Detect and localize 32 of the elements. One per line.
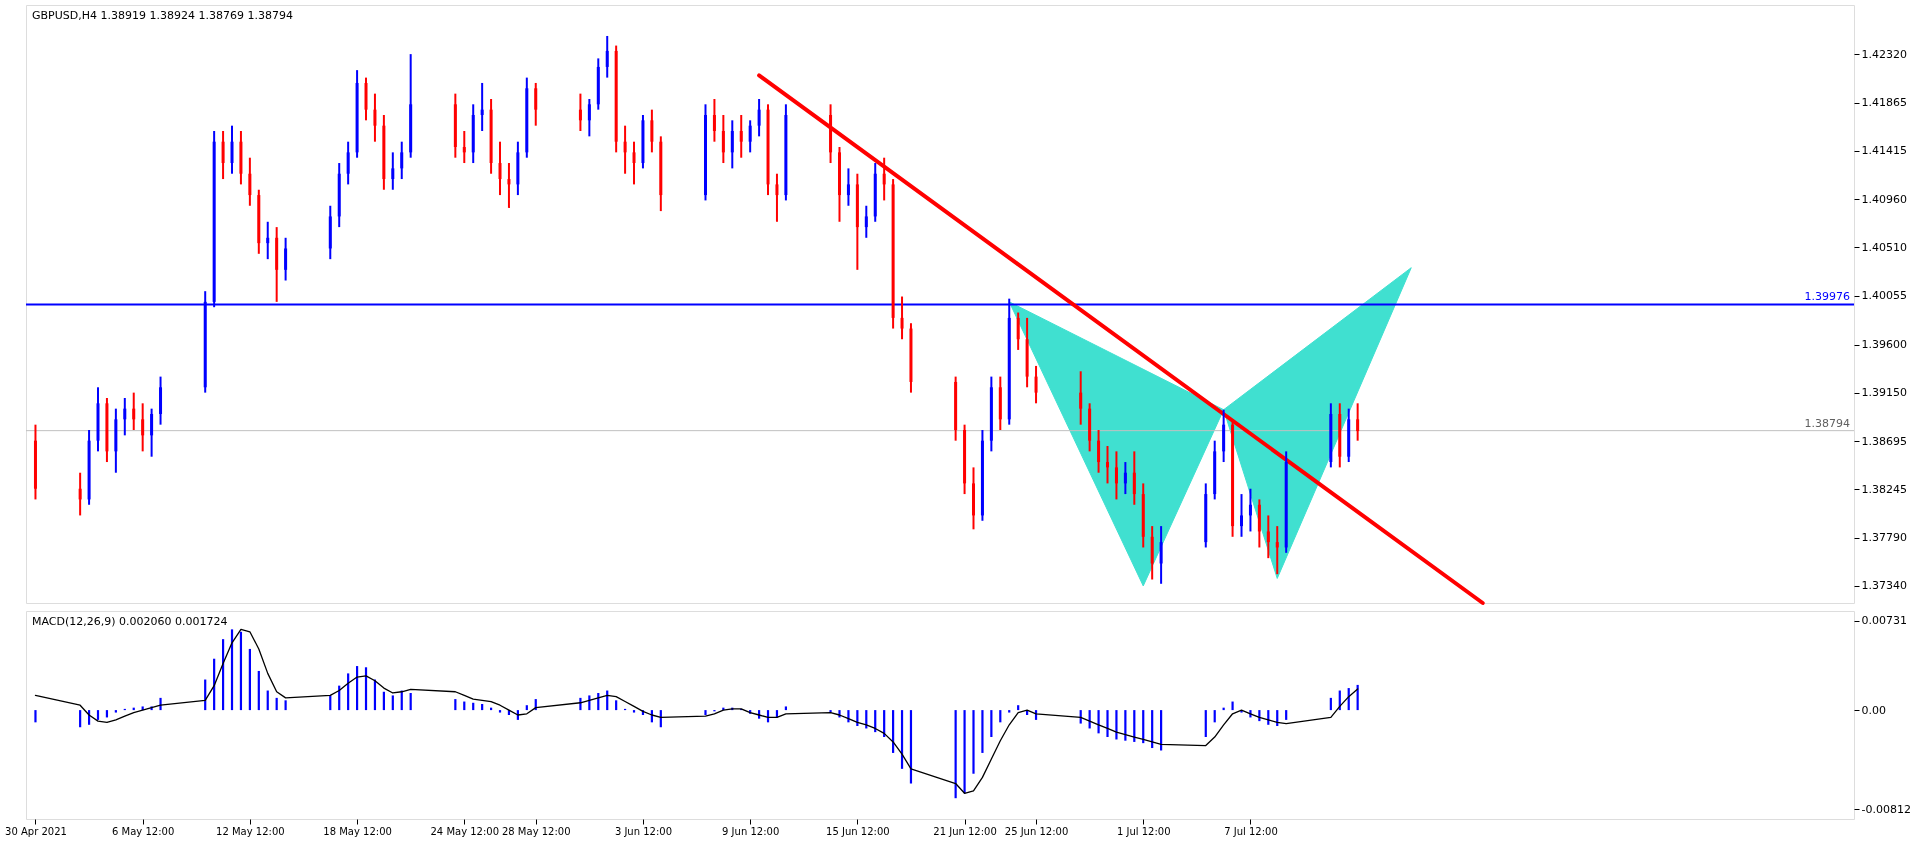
- x-tick-label: 9 Jun 12:00: [722, 825, 780, 837]
- x-tick-label: 6 May 12:00: [112, 825, 175, 837]
- x-tick-label: 18 May 12:00: [323, 825, 392, 837]
- y-tick-label: 1.37340: [1861, 579, 1907, 593]
- x-tick-label: 7 Jul 12:00: [1224, 825, 1278, 837]
- y-tick-label: 0.00: [1861, 703, 1886, 717]
- y-tick-label: 1.38695: [1861, 434, 1907, 448]
- y-tick-label: 1.42320: [1861, 47, 1907, 61]
- x-tick-label: 21 Jun 12:00: [933, 825, 997, 837]
- x-tick-label: 24 May 12:00: [430, 825, 500, 837]
- y-tick-label: 1.38245: [1861, 482, 1907, 496]
- x-tick-label: 1 Jul 12:00: [1116, 825, 1171, 837]
- y-tick-label: 0.00731: [1861, 614, 1907, 628]
- y-tick-label: 1.39150: [1861, 386, 1907, 400]
- chart-title: MACD(12,26,9) 0.002060 0.001724: [32, 615, 228, 628]
- y-tick-label: 1.39600: [1861, 338, 1907, 352]
- y-tick-label: 1.40510: [1861, 240, 1907, 254]
- x-tick-label: 12 May 12:00: [216, 825, 285, 837]
- x-tick-label: 3 Jun 12:00: [614, 825, 673, 837]
- ref-line-label: 1.39976: [1804, 290, 1850, 304]
- y-tick-label: 1.40055: [1861, 289, 1907, 303]
- x-tick-label: 25 Jun 12:00: [1004, 825, 1069, 837]
- y-tick-label: -0.00812: [1861, 802, 1911, 816]
- y-tick-label: 1.41415: [1861, 144, 1907, 158]
- chart-title: GBPUSD,H4 1.38919 1.38924 1.38769 1.38794: [32, 9, 293, 22]
- ref-line-label: 1.38794: [1804, 416, 1850, 430]
- y-tick-label: 1.37790: [1861, 531, 1907, 545]
- x-tick-label: 30 Apr 2021: [5, 825, 67, 837]
- x-tick-label: 15 Jun 12:00: [826, 825, 890, 837]
- y-tick-label: 1.40960: [1861, 192, 1907, 206]
- y-tick-label: 1.41865: [1861, 96, 1907, 110]
- x-tick-label: 28 May 12:00: [501, 825, 571, 837]
